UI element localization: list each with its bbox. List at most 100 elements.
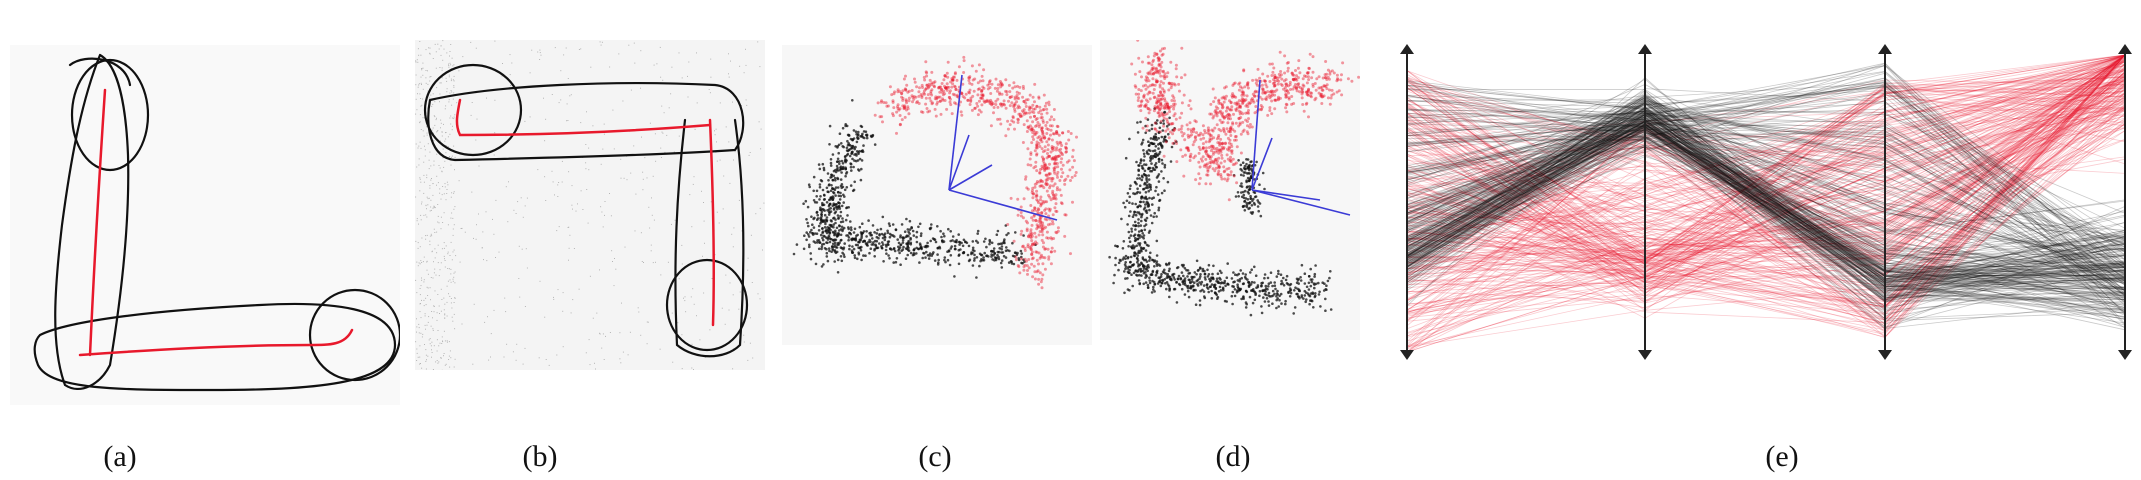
noise-speck [452,251,454,253]
noise-speck [443,242,445,244]
scatter-point-black [1114,263,1117,267]
pc-line-red [1406,54,2126,261]
scatter-point-red [1022,99,1026,103]
scatter-point-black [833,260,836,263]
scatter-point-black [1143,173,1146,177]
noise-speck [441,69,443,71]
scatter-point-black [1157,206,1161,210]
scatter-point-red [1192,127,1196,131]
scatter-point-red [1026,187,1030,191]
scatter-point-black [1126,192,1130,195]
scatter-point-red [1292,78,1296,82]
scatter-point-red [896,88,900,92]
scatter-point-black [1135,257,1139,260]
noise-speck [652,262,654,264]
noise-speck [453,75,455,77]
scatter-point-red [1284,106,1288,110]
scatter-point-black [1249,271,1252,274]
noise-speck [436,130,438,132]
pc-line-red [1406,63,2126,321]
scatter-point-black [1243,275,1247,279]
scatter-point-red [1194,135,1197,139]
scatter-point-black [1136,237,1140,241]
scatter-point-black [1151,269,1155,273]
scatter-point-black [1275,298,1278,302]
scatter-point-red [933,85,936,89]
scatter-point-red [1324,85,1328,88]
scatter-point-black [1309,299,1312,302]
scatter-point-black [1245,180,1248,184]
scatter-point-black [982,258,986,262]
scatter-point-red [1247,111,1250,115]
scatter-point-red [1220,156,1224,160]
scatter-point-black [838,198,842,201]
scatter-point-black [1318,290,1321,294]
noise-speck [650,244,652,246]
scatter-point-red [1040,147,1044,151]
noise-speck [572,208,573,210]
scatter-point-red [1146,92,1150,96]
pc-line-red [1406,61,2126,337]
noise-speck [445,132,447,133]
scatter-point-red [999,102,1003,106]
scatter-point-red [1041,119,1045,122]
panel-d-background [1100,40,1360,340]
noise-speck [684,296,686,298]
scatter-point-black [1206,275,1210,278]
scatter-point-black [1276,289,1279,293]
scatter-point-red [1037,201,1040,205]
scatter-point-red [1035,223,1039,227]
scatter-point-red [1052,108,1056,111]
scatter-point-red [1160,111,1164,115]
scatter-point-red [1273,98,1277,102]
noise-speck [423,161,425,163]
scatter-point-red [1206,154,1210,158]
scatter-point-black [1217,290,1221,293]
pc-line-red [1406,54,2126,274]
scatter-point-red [979,110,983,114]
scatter-point-black [947,227,950,231]
scatter-point-red [1214,150,1218,154]
noise-speck [450,268,452,270]
scatter-point-red [1040,184,1044,188]
scatter-point-black [1260,311,1264,315]
scatter-point-black [1153,152,1157,156]
scatter-point-red [1031,120,1035,124]
noise-speck [425,82,427,84]
noise-speck [443,193,445,195]
pc-line-red [1406,114,2126,307]
pc-line-red [1406,74,2126,280]
scatter-point-red [1047,257,1051,261]
pc-line-red [1406,70,2126,157]
pc-line-black [1406,92,2126,280]
pc-line-black [1406,103,2126,290]
noise-speck [419,294,421,296]
pc-line-red [1406,54,2126,316]
pc-line-red [1406,54,2126,326]
pc-line-red [1406,96,2126,247]
scatter-point-red [1279,70,1283,73]
scatter-point-red [937,86,941,89]
noise-speck [415,240,417,242]
scatter-point-red [1320,102,1324,105]
scatter-point-black [1163,278,1166,281]
noise-speck [434,43,436,45]
scatter-point-black [1155,262,1158,265]
scatter-point-red [1211,146,1215,150]
noise-speck [419,178,421,180]
scatter-point-black [820,245,824,248]
noise-speck [677,322,679,324]
scatter-point-black [1289,288,1293,292]
scatter-point-red [1214,157,1218,161]
noise-speck [570,312,572,314]
pc-line-red [1406,54,2126,262]
noise-speck [601,41,603,43]
noise-speck [441,248,443,250]
scatter-point-red [898,107,902,111]
scatter-point-black [891,223,895,226]
noise-speck [440,310,442,312]
scatter-point-black [1216,280,1220,283]
scatter-point-black [1233,280,1236,283]
scatter-point-red [1022,112,1026,116]
pc-line-red [1406,54,2126,278]
